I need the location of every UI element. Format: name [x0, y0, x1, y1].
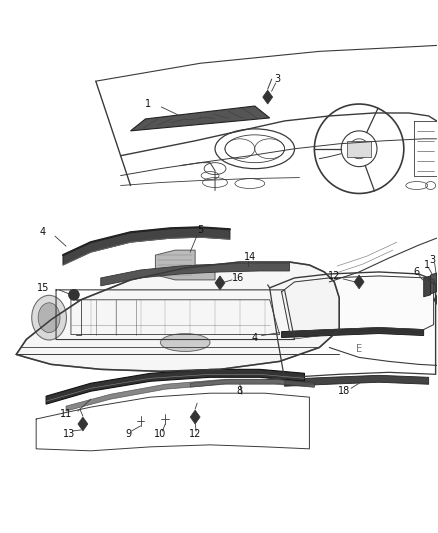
- Polygon shape: [215, 276, 225, 290]
- Text: 11: 11: [60, 409, 72, 419]
- Polygon shape: [16, 262, 339, 372]
- Polygon shape: [263, 90, 273, 104]
- Polygon shape: [434, 294, 438, 305]
- Text: 9: 9: [126, 429, 132, 439]
- Text: 4: 4: [40, 227, 46, 237]
- Text: 3: 3: [430, 255, 436, 265]
- Circle shape: [69, 290, 79, 300]
- Polygon shape: [155, 250, 215, 280]
- Text: 16: 16: [232, 273, 244, 283]
- Polygon shape: [431, 273, 437, 294]
- Text: 8: 8: [237, 386, 243, 396]
- Text: 5: 5: [197, 225, 203, 235]
- Polygon shape: [354, 275, 364, 289]
- Polygon shape: [101, 263, 290, 286]
- Polygon shape: [190, 379, 314, 387]
- Text: 18: 18: [338, 386, 350, 396]
- Text: 15: 15: [37, 283, 49, 293]
- Ellipse shape: [32, 295, 67, 340]
- Polygon shape: [46, 369, 304, 404]
- Text: 13: 13: [63, 429, 75, 439]
- Polygon shape: [131, 106, 270, 131]
- Text: 6: 6: [413, 267, 420, 277]
- Polygon shape: [347, 141, 371, 157]
- Polygon shape: [282, 328, 424, 337]
- Polygon shape: [285, 375, 429, 386]
- Polygon shape: [66, 379, 314, 411]
- Polygon shape: [63, 227, 230, 265]
- Text: 3: 3: [275, 74, 281, 84]
- Text: 1: 1: [424, 260, 430, 270]
- Text: 14: 14: [244, 252, 256, 262]
- Text: 10: 10: [154, 429, 166, 439]
- Polygon shape: [282, 276, 434, 332]
- Text: 12: 12: [189, 429, 201, 439]
- Text: 4: 4: [252, 333, 258, 343]
- Ellipse shape: [160, 334, 210, 351]
- Polygon shape: [190, 410, 200, 424]
- Text: 12: 12: [328, 271, 340, 281]
- Text: E: E: [356, 344, 362, 354]
- Ellipse shape: [38, 303, 60, 333]
- Polygon shape: [424, 276, 431, 297]
- Polygon shape: [78, 417, 88, 431]
- Text: 1: 1: [145, 99, 152, 109]
